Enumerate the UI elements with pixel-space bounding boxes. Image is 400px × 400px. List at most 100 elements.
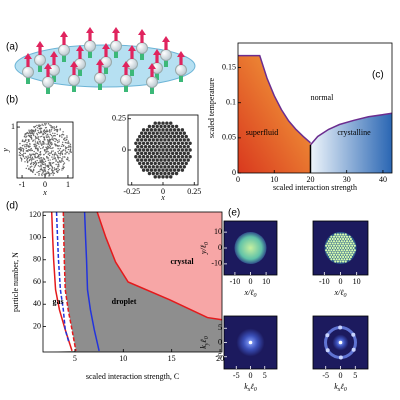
particle — [139, 131, 144, 135]
particle — [155, 151, 159, 156]
particle — [33, 134, 35, 137]
particle — [143, 138, 148, 142]
particle — [48, 173, 51, 175]
density-peak — [349, 237, 352, 241]
x-axis-label: scaled interaction strength — [273, 183, 357, 192]
particle — [36, 127, 39, 129]
density-peak — [344, 237, 347, 241]
particle — [163, 131, 167, 135]
arrow-head — [96, 59, 104, 65]
particle — [58, 149, 61, 151]
particle — [62, 156, 64, 158]
arrow-head — [36, 41, 44, 47]
particle — [41, 123, 43, 125]
density-peak — [343, 253, 346, 256]
x-axis-label-part: 0 — [344, 387, 347, 393]
particle — [163, 165, 167, 169]
boundary-line — [62, 211, 77, 352]
particle — [43, 150, 46, 152]
particle — [39, 170, 41, 172]
particle — [172, 161, 177, 166]
density-peak — [340, 235, 343, 238]
particle — [159, 165, 163, 169]
density-peak — [332, 240, 336, 243]
particle — [182, 144, 187, 149]
sphere — [146, 76, 158, 88]
particle — [143, 144, 148, 149]
particle — [43, 123, 46, 125]
particle — [61, 159, 63, 162]
particle — [176, 161, 181, 166]
particle — [151, 144, 156, 149]
density-peak — [347, 237, 350, 241]
particle — [170, 131, 175, 135]
particle — [157, 128, 161, 132]
particle — [147, 151, 152, 156]
particle — [44, 163, 46, 165]
density-peak — [330, 235, 333, 238]
particle — [51, 156, 53, 158]
particle — [35, 147, 38, 149]
particle — [24, 146, 26, 148]
particle — [68, 145, 70, 147]
particle — [48, 172, 50, 174]
particle — [65, 147, 67, 149]
particle — [172, 155, 177, 159]
density-peak — [335, 249, 338, 252]
particle — [44, 170, 47, 172]
particle — [56, 155, 59, 157]
panel-label: (d) — [6, 201, 18, 212]
particle — [32, 153, 35, 155]
arrow-head — [76, 45, 84, 51]
x-tick-label: 0.25 — [187, 187, 201, 196]
stem — [72, 83, 76, 92]
sphere — [160, 49, 172, 61]
particle — [143, 165, 148, 169]
particle — [147, 171, 152, 176]
stem — [179, 73, 183, 82]
arrow-head — [70, 61, 78, 67]
density-peak — [331, 246, 334, 250]
particle — [161, 175, 165, 179]
particle — [58, 160, 61, 162]
particle — [43, 139, 45, 141]
particle — [53, 126, 55, 128]
x-axis-label: x — [160, 193, 165, 202]
particle — [20, 160, 23, 162]
particle — [48, 161, 50, 164]
particle — [50, 134, 53, 137]
particle — [169, 155, 173, 159]
particle — [44, 164, 46, 166]
particle — [41, 173, 43, 175]
particle — [47, 165, 50, 168]
density-peak — [338, 249, 341, 252]
particle — [167, 171, 171, 176]
particle — [70, 151, 72, 153]
particle — [49, 131, 51, 133]
density-peak — [336, 246, 339, 250]
particle — [27, 134, 30, 137]
particle — [139, 151, 144, 156]
particle — [161, 155, 165, 159]
particle — [54, 153, 56, 156]
particle — [178, 151, 183, 156]
density-peak — [342, 251, 345, 254]
particle — [29, 156, 31, 159]
particle — [157, 168, 161, 172]
particle — [50, 130, 52, 132]
particle — [159, 171, 163, 176]
particle — [29, 158, 31, 161]
particle — [165, 141, 169, 145]
particle — [19, 152, 22, 155]
particle — [43, 138, 46, 140]
particle — [23, 140, 25, 143]
particle — [62, 160, 64, 163]
particle — [39, 158, 41, 160]
particle — [45, 172, 47, 175]
particle — [57, 165, 59, 168]
particle — [25, 143, 27, 146]
particle — [42, 171, 45, 173]
particle — [29, 133, 32, 135]
arrow-head — [112, 27, 120, 33]
particle — [151, 131, 156, 135]
